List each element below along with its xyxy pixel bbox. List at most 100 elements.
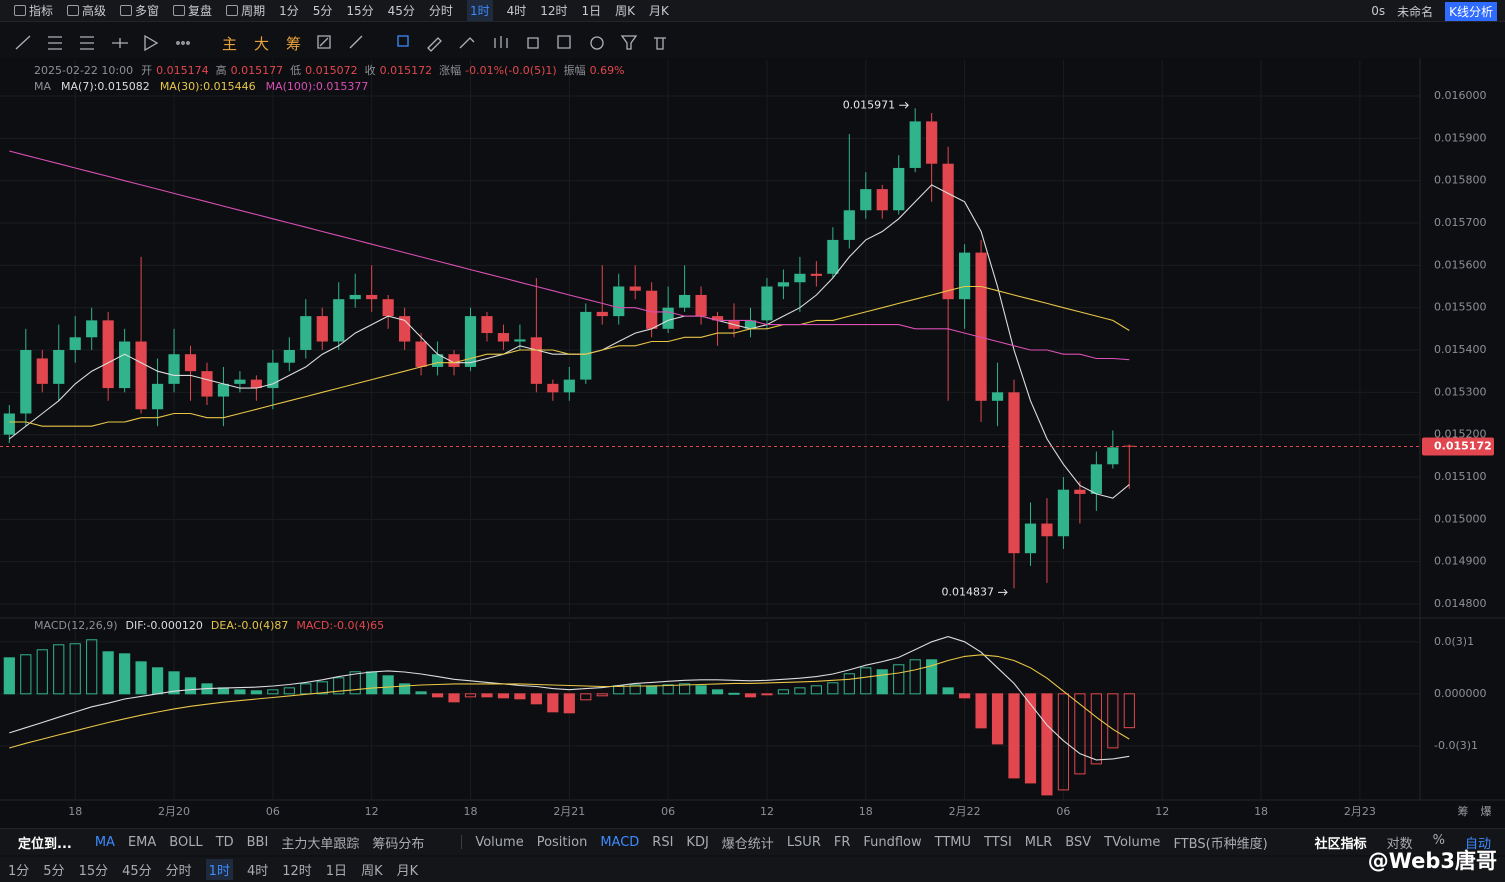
- period-button[interactable]: 15分: [346, 4, 374, 18]
- toolbar-button[interactable]: K线分析: [1445, 1, 1497, 21]
- indicator-button[interactable]: MA: [94, 834, 115, 850]
- indicator-button[interactable]: TVolume: [1104, 834, 1161, 850]
- period-button[interactable]: 5分: [312, 4, 333, 18]
- y-tick-label: 0.015500: [1434, 301, 1487, 314]
- indicator-button[interactable]: FR: [833, 834, 851, 850]
- candle-body: [893, 167, 905, 211]
- period-button[interactable]: 周K: [615, 4, 636, 18]
- macd-bar: [1008, 693, 1020, 779]
- toolbar-button[interactable]: 高级: [82, 4, 107, 18]
- candle-body: [464, 316, 477, 367]
- toolbar-button[interactable]: 多窗: [135, 4, 160, 18]
- period-button[interactable]: 月K: [396, 864, 419, 879]
- x-tick-label: 2月22: [949, 805, 981, 818]
- macd-bar: [810, 685, 822, 695]
- indicator-button[interactable]: MACD: [600, 834, 640, 850]
- candle-body: [1107, 447, 1119, 465]
- indicator-button[interactable]: Volume: [475, 834, 524, 850]
- indicator-button[interactable]: RSI: [652, 834, 674, 850]
- period-button[interactable]: 月K: [649, 4, 669, 18]
- indicator-button[interactable]: 社区指标: [1314, 836, 1367, 852]
- candle-body: [1057, 489, 1070, 537]
- info-label: 高: [215, 64, 227, 77]
- period-button[interactable]: 4时: [506, 4, 527, 18]
- macd-bar: [942, 687, 954, 695]
- period-button[interactable]: 1分: [279, 4, 299, 18]
- period-button[interactable]: 1时: [466, 0, 493, 21]
- macd-bar: [250, 690, 262, 695]
- indicator-button[interactable]: TTMU: [934, 834, 972, 850]
- period-button[interactable]: 1日: [325, 864, 348, 879]
- indicator-button[interactable]: BSV: [1065, 834, 1092, 850]
- period-button[interactable]: 分时: [165, 864, 192, 879]
- indicator-button[interactable]: BBI: [246, 834, 269, 850]
- candle-body: [1041, 523, 1053, 537]
- info-label: 收: [364, 64, 376, 77]
- candle-body: [119, 341, 131, 389]
- toolbar-button[interactable]: 复盘: [188, 4, 213, 18]
- indicator-button[interactable]: Fundflow: [863, 834, 922, 850]
- candle-body: [679, 294, 691, 308]
- toolbar-button[interactable]: 周期: [241, 4, 266, 18]
- indicator-line: [9, 150, 1130, 361]
- period-button[interactable]: 4时: [246, 864, 269, 879]
- candle-body: [662, 307, 674, 329]
- candle-body: [563, 379, 575, 393]
- indicator-button[interactable]: BOLL: [169, 834, 203, 850]
- period-button[interactable]: 12时: [282, 864, 312, 879]
- period-button[interactable]: 1日: [581, 4, 602, 18]
- indicator-button[interactable]: KDJ: [686, 834, 709, 850]
- indicator-button[interactable]: 筹码分布: [372, 836, 425, 852]
- toolbar-button[interactable]: 0s: [1371, 4, 1386, 18]
- tool-button[interactable]: 筹: [286, 34, 302, 53]
- indicator-button[interactable]: TD: [215, 834, 234, 850]
- tool-button[interactable]: 大: [254, 34, 270, 53]
- last-price-label: 0.015172: [1434, 440, 1492, 453]
- indicator-button[interactable]: LSUR: [786, 834, 821, 850]
- indicator-button[interactable]: Position: [536, 834, 588, 850]
- extreme-arrow: [899, 101, 909, 109]
- indicator-button[interactable]: MLR: [1024, 834, 1053, 850]
- macd-bar: [563, 693, 575, 714]
- toolbar-button[interactable]: 指标: [29, 4, 54, 18]
- period-button[interactable]: 45分: [122, 864, 152, 879]
- period-button[interactable]: 5分: [43, 864, 65, 879]
- candle-body: [975, 252, 987, 401]
- x-tick-label: 12: [1155, 805, 1169, 818]
- indicator-button[interactable]: 爆仓统计: [721, 836, 774, 852]
- macd-bar: [991, 693, 1004, 745]
- macd-bar: [1123, 693, 1135, 729]
- indicator-button[interactable]: FTBS(币种维度): [1173, 836, 1268, 852]
- indicator-button[interactable]: 主力大单跟踪: [281, 836, 360, 852]
- indicator-button[interactable]: EMA: [127, 834, 157, 850]
- macd-bar: [514, 693, 526, 700]
- period-button[interactable]: 15分: [78, 864, 109, 879]
- candle-body: [547, 383, 559, 393]
- candle-body: [646, 290, 658, 329]
- macd-bar: [893, 664, 905, 695]
- candle-body: [201, 371, 213, 397]
- indicator-button[interactable]: 自动: [1464, 836, 1491, 852]
- tool-button[interactable]: 主: [222, 34, 238, 53]
- toolbar-item: 多窗: [120, 2, 159, 19]
- top-toolbar: 指标 高级 多窗 复盘 周期 1分 5分 15分 45分 分时 1时 4时 12时 1日 周K 月K: [0, 0, 1505, 22]
- period-button[interactable]: 分时: [428, 4, 453, 18]
- indicator-button[interactable]: TTSI: [984, 834, 1012, 850]
- candle-body: [926, 121, 938, 164]
- period-button[interactable]: 1时: [205, 859, 233, 880]
- y-tick-label: 0.015900: [1434, 131, 1487, 144]
- period-button[interactable]: 周K: [361, 864, 383, 879]
- period-button[interactable]: 1分: [8, 864, 30, 879]
- candle-body: [1024, 523, 1037, 554]
- toolbar-button[interactable]: 未命名: [1397, 4, 1434, 19]
- indicator-button[interactable]: 对数: [1386, 836, 1413, 852]
- axis-extra[interactable]: 爆: [1481, 804, 1492, 818]
- period-button[interactable]: 12时: [540, 4, 568, 18]
- candle-body: [53, 349, 65, 384]
- macd-bar: [3, 657, 15, 695]
- locate-button[interactable]: 定位到...: [18, 836, 72, 852]
- axis-extra[interactable]: 筹: [1458, 804, 1469, 818]
- indicator-button[interactable]: %: [1432, 832, 1445, 848]
- period-button[interactable]: 45分: [387, 4, 415, 18]
- macd-bar: [151, 667, 164, 695]
